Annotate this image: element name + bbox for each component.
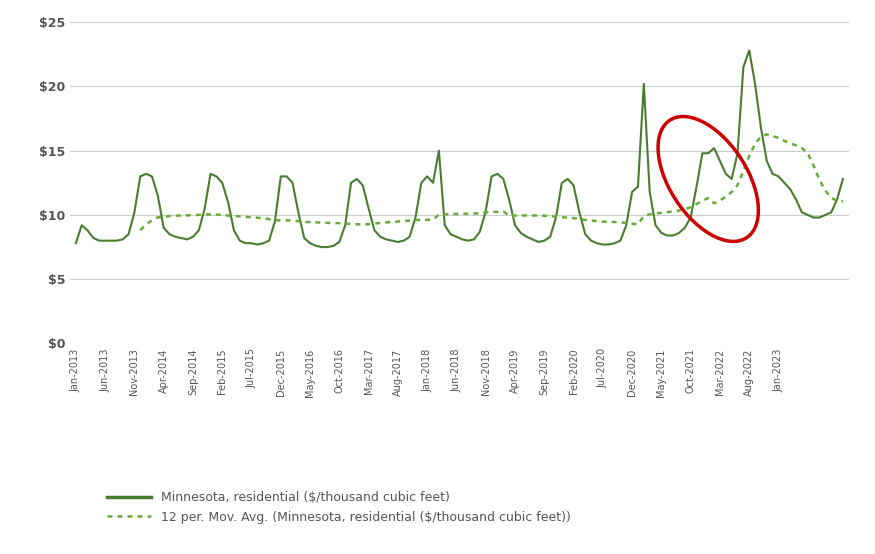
Legend: Minnesota, residential ($/thousand cubic feet), 12 per. Mov. Avg. (Minnesota, re: Minnesota, residential ($/thousand cubic… <box>108 491 571 524</box>
